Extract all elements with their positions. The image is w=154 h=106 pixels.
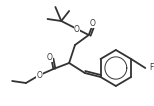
Text: O: O — [47, 52, 52, 61]
Text: O: O — [90, 19, 96, 27]
Text: F: F — [149, 63, 154, 73]
Text: O: O — [74, 24, 80, 33]
Text: O: O — [37, 70, 43, 80]
